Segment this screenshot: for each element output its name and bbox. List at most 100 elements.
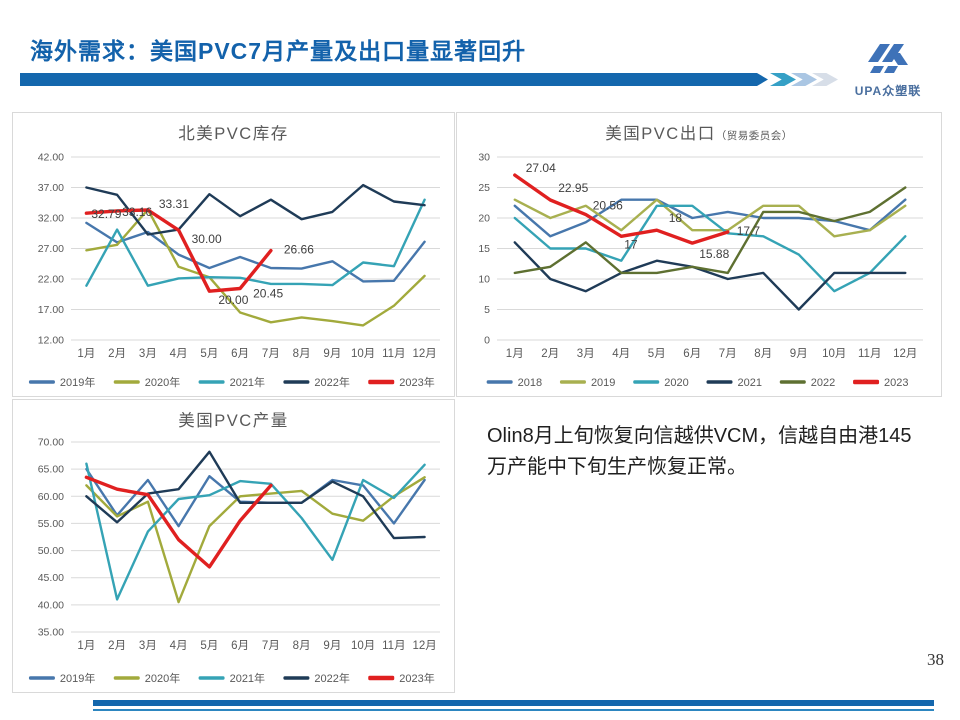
svg-text:10月: 10月 xyxy=(351,640,375,652)
svg-text:18: 18 xyxy=(669,211,683,225)
svg-text:22.95: 22.95 xyxy=(558,181,588,195)
svg-text:1月: 1月 xyxy=(77,348,95,360)
svg-text:20.00: 20.00 xyxy=(218,293,248,307)
svg-text:32.00: 32.00 xyxy=(38,213,64,225)
chart-north-america-pvc-inventory: 北美PVC库存 42.00 37.00 32.00 27.00 22.00 17.00 12.… xyxy=(28,124,440,389)
svg-text:2023年: 2023年 xyxy=(399,671,434,685)
svg-text:5: 5 xyxy=(484,304,490,316)
svg-text:33.16: 33.16 xyxy=(122,205,152,219)
svg-text:32.79: 32.79 xyxy=(91,207,121,221)
svg-text:20: 20 xyxy=(478,213,490,225)
svg-text:45.00: 45.00 xyxy=(38,572,64,584)
svg-text:11月: 11月 xyxy=(858,348,881,360)
note-text: Olin8月上旬恢复向信越供VCM，信越自由港145万产能中下旬生产恢复正常。 xyxy=(487,425,912,478)
svg-text:30.00: 30.00 xyxy=(192,232,222,246)
svg-text:65.00: 65.00 xyxy=(38,464,64,476)
svg-text:27.00: 27.00 xyxy=(38,243,64,255)
svg-text:6月: 6月 xyxy=(231,348,249,360)
svg-text:2022年: 2022年 xyxy=(314,671,349,685)
svg-text:30: 30 xyxy=(478,152,490,164)
svg-text:3月: 3月 xyxy=(139,348,157,360)
chevron-right-icon xyxy=(791,73,817,86)
svg-text:北美PVC库存: 北美PVC库存 xyxy=(178,124,288,143)
chevron-right-icon xyxy=(770,73,796,86)
svg-text:2020年: 2020年 xyxy=(145,375,180,389)
svg-text:2月: 2月 xyxy=(108,348,126,360)
svg-text:9月: 9月 xyxy=(323,348,341,360)
svg-text:2月: 2月 xyxy=(541,348,559,360)
svg-text:60.00: 60.00 xyxy=(38,491,64,503)
svg-text:20.45: 20.45 xyxy=(253,286,283,300)
svg-text:12月: 12月 xyxy=(412,640,436,652)
svg-text:2021年: 2021年 xyxy=(230,671,265,685)
logo-text: UPA众塑联 xyxy=(854,84,922,98)
svg-text:8月: 8月 xyxy=(293,640,311,652)
svg-text:26.66: 26.66 xyxy=(284,243,314,257)
svg-text:33.31: 33.31 xyxy=(159,197,189,211)
svg-text:7月: 7月 xyxy=(719,348,737,360)
svg-text:2021年: 2021年 xyxy=(230,375,265,389)
svg-text:3月: 3月 xyxy=(139,640,157,652)
svg-text:4月: 4月 xyxy=(612,348,630,360)
svg-text:12月: 12月 xyxy=(412,348,436,360)
svg-text:3月: 3月 xyxy=(577,348,595,360)
svg-text:25: 25 xyxy=(478,182,490,194)
chart-us-pvc-production: 美国PVC产量 70.00 65.00 60.00 55.00 50.00 45.00 40.… xyxy=(28,411,440,685)
svg-text:35.00: 35.00 xyxy=(38,627,64,639)
header-accent-bar xyxy=(20,73,768,86)
svg-text:11月: 11月 xyxy=(382,348,405,360)
panel-us-pvc-production: 美国PVC产量 70.00 65.00 60.00 55.00 50.00 45.00 40.… xyxy=(12,399,455,693)
svg-text:2019年: 2019年 xyxy=(60,375,95,389)
svg-text:22.00: 22.00 xyxy=(38,274,64,286)
svg-text:8月: 8月 xyxy=(754,348,772,360)
svg-text:10月: 10月 xyxy=(822,348,846,360)
svg-text:美国PVC产量: 美国PVC产量 xyxy=(178,411,288,430)
svg-text:2019: 2019 xyxy=(591,377,615,389)
svg-text:2018: 2018 xyxy=(518,377,542,389)
panel-north-america-pvc-inventory: 北美PVC库存 42.00 37.00 32.00 27.00 22.00 17.00 12.… xyxy=(12,112,455,397)
svg-text:2022年: 2022年 xyxy=(314,375,349,389)
svg-text:0: 0 xyxy=(484,335,490,347)
svg-text:9月: 9月 xyxy=(790,348,808,360)
svg-text:50.00: 50.00 xyxy=(38,545,64,557)
svg-text:12月: 12月 xyxy=(893,348,917,360)
svg-text:27.04: 27.04 xyxy=(526,161,556,175)
page-number: 38 xyxy=(927,650,944,669)
chart-us-pvc-export: 美国PVC出口（贸易委员会） 30 25 20 15 10 5 0 1月 2月 3月 4月 5月 6月 7月… xyxy=(478,124,923,389)
svg-text:4月: 4月 xyxy=(170,348,188,360)
panel-us-pvc-export: 美国PVC出口（贸易委员会） 30 25 20 15 10 5 0 1月 2月 3月 4月 5月 6月 7月… xyxy=(456,112,942,397)
svg-text:7月: 7月 xyxy=(262,348,280,360)
svg-text:17.7: 17.7 xyxy=(737,224,761,238)
svg-text:55.00: 55.00 xyxy=(38,518,64,530)
svg-text:10: 10 xyxy=(478,274,490,286)
svg-text:2020年: 2020年 xyxy=(145,671,180,685)
slide-title: 海外需求：美国PVC7月产量及出口量显著回升 xyxy=(30,38,527,64)
svg-text:17.00: 17.00 xyxy=(38,304,64,316)
svg-text:2019年: 2019年 xyxy=(60,671,95,685)
svg-text:7月: 7月 xyxy=(262,640,280,652)
svg-text:2020: 2020 xyxy=(664,377,688,389)
svg-text:2023年: 2023年 xyxy=(399,375,434,389)
svg-text:美国PVC出口（贸易委员会）: 美国PVC出口（贸易委员会） xyxy=(605,124,792,143)
svg-text:5月: 5月 xyxy=(200,640,218,652)
footer-bar-thick xyxy=(93,700,934,706)
svg-text:6月: 6月 xyxy=(683,348,701,360)
svg-text:9月: 9月 xyxy=(323,640,341,652)
svg-text:4月: 4月 xyxy=(170,640,188,652)
svg-text:2023: 2023 xyxy=(884,377,908,389)
svg-text:2月: 2月 xyxy=(108,640,126,652)
svg-text:1月: 1月 xyxy=(506,348,524,360)
svg-text:1月: 1月 xyxy=(77,640,95,652)
svg-text:70.00: 70.00 xyxy=(38,437,64,449)
svg-text:6月: 6月 xyxy=(231,640,249,652)
chevron-right-icon xyxy=(812,73,838,86)
svg-text:2022: 2022 xyxy=(811,377,835,389)
svg-text:10月: 10月 xyxy=(351,348,375,360)
svg-text:15: 15 xyxy=(478,243,490,255)
logo-mark-icon xyxy=(868,44,908,73)
svg-text:2021: 2021 xyxy=(738,377,762,389)
company-logo: UPA众塑联 xyxy=(836,40,940,99)
svg-text:5月: 5月 xyxy=(648,348,666,360)
svg-text:17: 17 xyxy=(624,237,638,251)
